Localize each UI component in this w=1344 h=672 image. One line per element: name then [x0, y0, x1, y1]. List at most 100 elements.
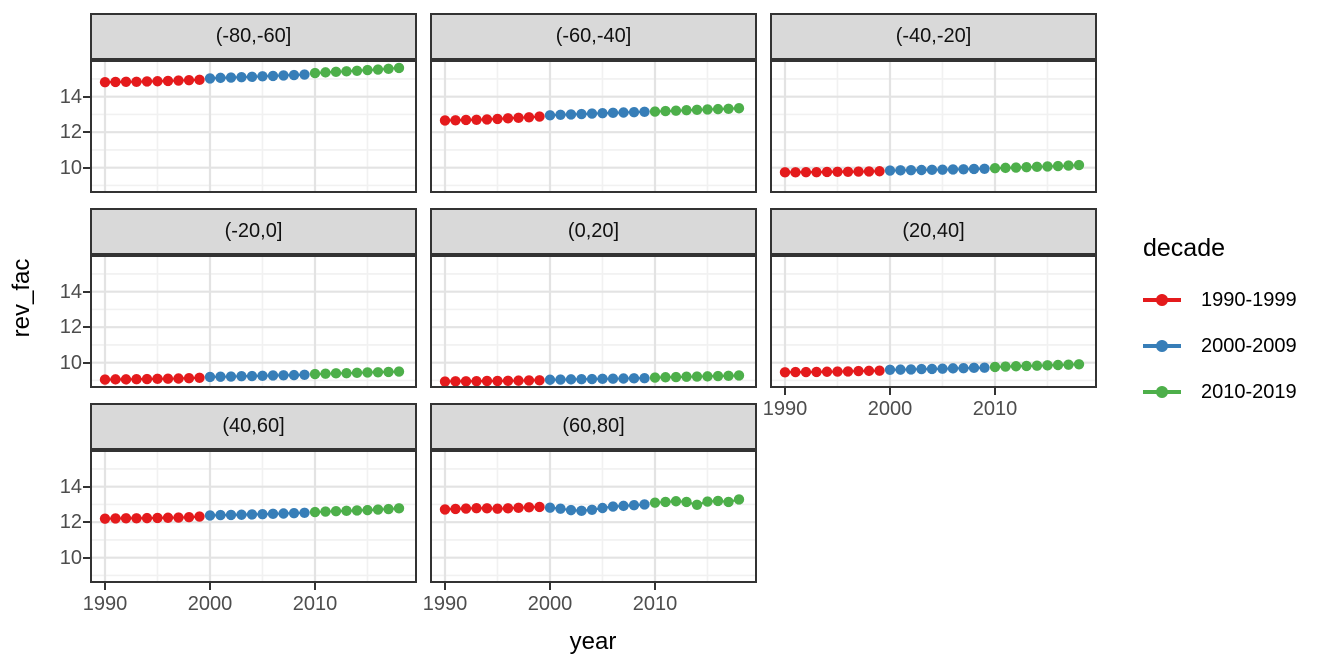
- data-point: [320, 368, 331, 379]
- y-axis-tick: [83, 485, 90, 488]
- facet-panel: (40,60] 10 12 14 1990 2000 2010: [60, 403, 417, 623]
- data-point: [99, 513, 111, 524]
- data-point: [733, 370, 745, 381]
- data-point: [225, 72, 237, 83]
- data-point: [460, 376, 472, 386]
- facet-strip: (40,60]: [90, 403, 417, 450]
- data-point: [502, 113, 514, 124]
- data-point: [681, 496, 692, 508]
- data-point: [926, 164, 938, 176]
- data-point: [471, 502, 482, 514]
- data-point: [884, 165, 896, 176]
- data-point: [1010, 361, 1022, 372]
- data-point: [681, 371, 692, 382]
- data-point: [173, 373, 184, 384]
- data-point: [958, 363, 969, 374]
- facet-plot-panel: [770, 255, 1097, 388]
- facet-plot-svg: [92, 257, 415, 386]
- data-point: [905, 364, 917, 375]
- data-point: [173, 75, 184, 86]
- data-point: [481, 375, 493, 386]
- data-point: [110, 374, 121, 385]
- data-point: [660, 105, 671, 117]
- data-point: [853, 166, 864, 177]
- data-point: [884, 364, 896, 375]
- facet-strip-label: (-80,-60]: [215, 25, 292, 47]
- facet-panel: (20,40] 1990 2000 2010: [763, 208, 1097, 428]
- data-point: [832, 166, 843, 177]
- data-point: [288, 369, 300, 381]
- data-point: [173, 512, 184, 523]
- data-point: [821, 366, 833, 377]
- facet-strip-label: (0,20]: [567, 220, 620, 242]
- series-line-1990-1999: [444, 379, 540, 383]
- data-point: [439, 115, 451, 126]
- data-point: [691, 499, 703, 511]
- data-point: [299, 69, 310, 80]
- data-point: [288, 69, 300, 81]
- data-point: [779, 167, 791, 178]
- y-axis-tick-label: 12: [59, 511, 82, 534]
- data-point: [194, 74, 205, 86]
- facet-strip: (60,80]: [430, 403, 757, 450]
- facet-plot-panel: [90, 60, 417, 193]
- data-point: [863, 365, 875, 377]
- data-point: [120, 374, 132, 385]
- data-point: [236, 509, 247, 520]
- data-point: [215, 509, 226, 521]
- data-point: [513, 375, 524, 386]
- x-axis-tick: [104, 583, 106, 590]
- data-point: [383, 366, 394, 378]
- y-axis-tick-label: 10: [59, 351, 82, 374]
- data-point: [1021, 161, 1032, 173]
- legend-title: decade: [1143, 234, 1226, 262]
- data-point: [937, 363, 948, 374]
- data-point: [372, 504, 384, 515]
- data-point: [1063, 359, 1074, 370]
- data-point: [779, 367, 791, 378]
- x-axis-tick: [444, 583, 446, 590]
- legend: decade 1990-1999 2000-2009 2010-2019: [1143, 234, 1343, 415]
- facet-panel: (-20,0] 10 12 14: [60, 208, 417, 428]
- data-point: [110, 513, 121, 524]
- x-axis-tick-label: 2010: [972, 398, 1018, 420]
- data-point: [131, 76, 142, 87]
- series-line-1990-1999: [784, 369, 880, 374]
- data-point: [309, 368, 321, 380]
- data-point: [215, 371, 226, 382]
- data-point: [330, 66, 342, 78]
- data-point: [299, 507, 310, 518]
- data-point: [246, 509, 258, 520]
- data-point: [670, 371, 682, 383]
- data-point: [383, 63, 394, 75]
- series-line-2000-2009: [209, 373, 305, 378]
- legend-key: [1143, 293, 1181, 307]
- data-point: [162, 512, 174, 523]
- data-point: [628, 106, 640, 118]
- facet-plot-panel: [770, 60, 1097, 193]
- data-point: [555, 374, 566, 385]
- x-axis-tick: [549, 583, 551, 590]
- y-axis-tick: [83, 290, 90, 293]
- data-point: [905, 164, 917, 176]
- data-point: [288, 507, 300, 519]
- data-point: [723, 103, 734, 114]
- data-point: [267, 70, 279, 82]
- data-point: [1052, 160, 1064, 172]
- data-point: [225, 509, 237, 521]
- data-point: [842, 366, 854, 377]
- data-point: [236, 71, 247, 83]
- x-axis-tick: [654, 583, 656, 590]
- data-point: [1052, 359, 1064, 371]
- data-point: [257, 370, 268, 382]
- data-point: [1031, 161, 1043, 173]
- data-point: [544, 502, 556, 513]
- data-point: [874, 365, 885, 376]
- data-point: [120, 76, 132, 87]
- facet-panel: (60,80] 1990 2000 2010: [423, 403, 757, 623]
- data-point: [439, 504, 451, 515]
- data-point: [1073, 159, 1085, 171]
- data-point: [1073, 359, 1085, 370]
- data-point: [439, 376, 451, 386]
- data-point: [341, 66, 352, 77]
